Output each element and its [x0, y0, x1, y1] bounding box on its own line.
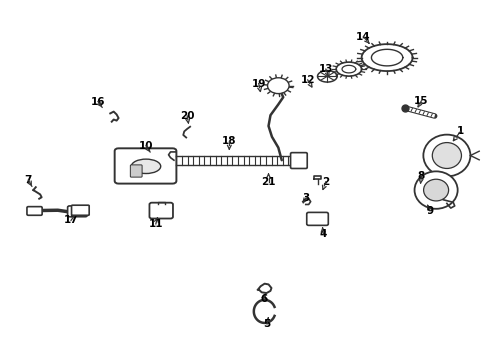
Text: 21: 21 [261, 177, 276, 187]
Text: 10: 10 [139, 141, 153, 151]
Text: 19: 19 [251, 78, 266, 89]
FancyBboxPatch shape [307, 212, 328, 225]
Text: 7: 7 [24, 175, 32, 185]
Text: 15: 15 [414, 96, 429, 106]
Text: 4: 4 [319, 229, 327, 239]
Polygon shape [318, 71, 337, 82]
Text: 3: 3 [303, 193, 310, 203]
FancyBboxPatch shape [72, 205, 89, 215]
FancyBboxPatch shape [27, 207, 42, 215]
FancyBboxPatch shape [68, 206, 87, 217]
Text: 17: 17 [64, 215, 78, 225]
FancyBboxPatch shape [115, 148, 176, 184]
Text: 16: 16 [91, 96, 105, 107]
Ellipse shape [131, 159, 161, 174]
Text: 20: 20 [180, 111, 195, 121]
Ellipse shape [423, 179, 449, 201]
FancyBboxPatch shape [149, 203, 173, 219]
FancyBboxPatch shape [291, 153, 307, 168]
Text: 6: 6 [260, 294, 267, 304]
Text: 9: 9 [427, 206, 434, 216]
Text: 2: 2 [322, 177, 329, 187]
Text: 1: 1 [457, 126, 464, 136]
Text: 12: 12 [300, 75, 315, 85]
Polygon shape [336, 62, 362, 76]
Ellipse shape [423, 135, 470, 176]
Text: 5: 5 [264, 319, 270, 329]
Text: 18: 18 [222, 136, 237, 146]
Text: 14: 14 [356, 32, 371, 42]
Text: 8: 8 [418, 171, 425, 181]
Polygon shape [362, 44, 413, 71]
Circle shape [268, 78, 289, 94]
Ellipse shape [432, 143, 462, 168]
Ellipse shape [415, 171, 458, 209]
Text: 11: 11 [148, 219, 163, 229]
FancyBboxPatch shape [130, 165, 142, 177]
Text: 13: 13 [318, 64, 333, 74]
